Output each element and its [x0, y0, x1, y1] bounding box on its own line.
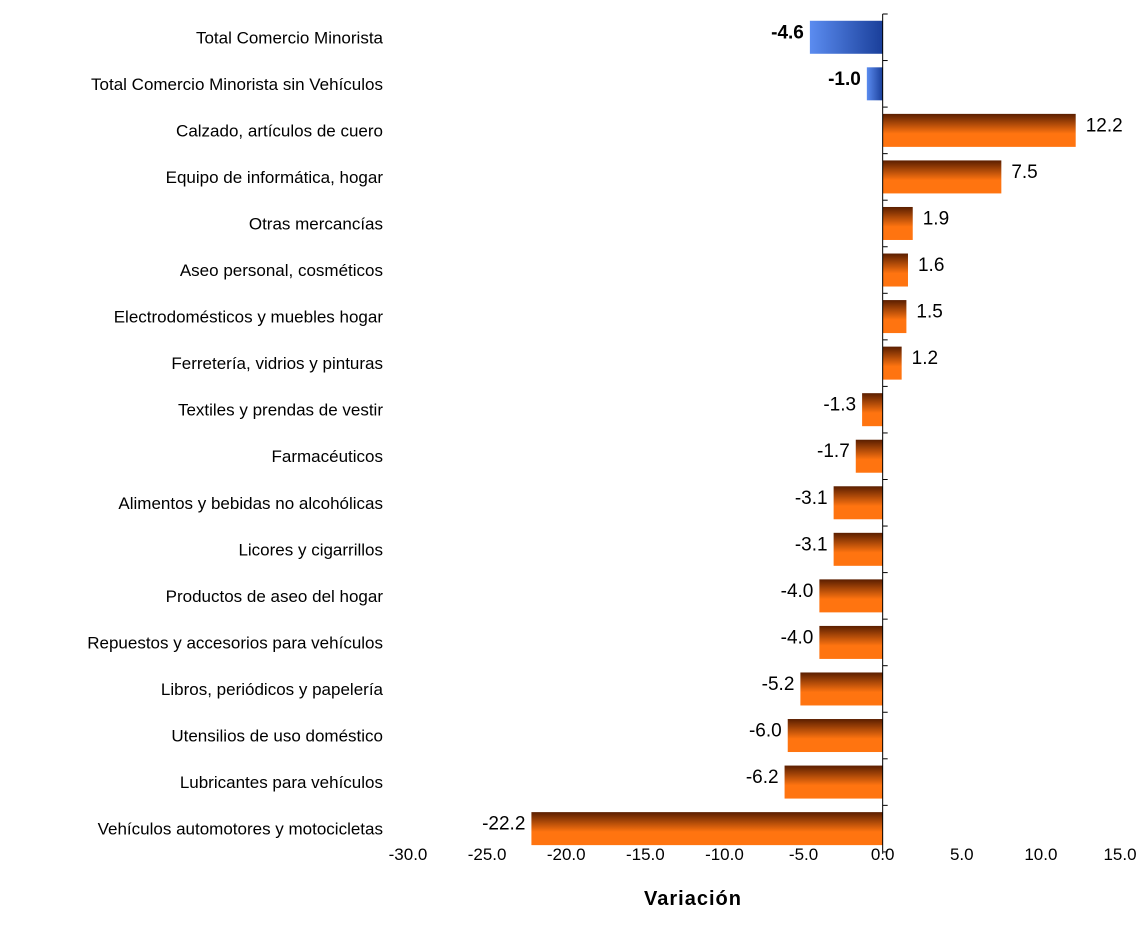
category-label-10: Alimentos y bebidas no alcohólicas [118, 494, 383, 513]
bar-10 [833, 486, 883, 520]
value-label-15: -6.0 [749, 721, 782, 742]
bar-4 [882, 206, 913, 240]
category-label-9: Farmacéuticos [272, 447, 383, 466]
category-labels: Total Comercio Minorista Total Comercio M… [87, 28, 383, 838]
category-label-7: Ferretería, vidrios y pinturas [171, 354, 383, 373]
category-label-15: Utensilios de uso doméstico [171, 727, 383, 746]
x-tick-label-3: -15.0 [626, 845, 665, 864]
bar-7 [882, 346, 902, 380]
bars-group [531, 20, 1076, 846]
category-label-1: Total Comercio Minorista sin Vehículos [91, 75, 383, 94]
value-axis: -30.0 -25.0 -20.0 -15.0 -10.0 -5.0 0.0 5.0 10.0 1… [389, 13, 1137, 864]
value-label-12: -4.0 [781, 581, 814, 602]
bar-1 [866, 67, 883, 101]
category-label-3: Equipo de informática, hogar [166, 168, 384, 187]
x-tick-label-8: 10.0 [1024, 845, 1057, 864]
value-label-7: 1.2 [912, 348, 938, 369]
category-label-11: Licores y cigarrillos [238, 540, 383, 559]
value-label-9: -1.7 [817, 441, 850, 462]
x-tick-label-0: -30.0 [389, 845, 428, 864]
value-label-10: -3.1 [795, 488, 828, 509]
x-tick-label-6: 0.0 [871, 845, 895, 864]
value-label-5: 1.6 [918, 255, 944, 276]
category-label-0: Total Comercio Minorista [196, 28, 384, 47]
x-tick-label-5: -5.0 [789, 845, 818, 864]
value-label-11: -3.1 [795, 534, 828, 555]
category-label-17: Vehículos automotores y motocicletas [98, 820, 383, 839]
value-label-3: 7.5 [1011, 162, 1037, 183]
bar-2 [882, 113, 1076, 147]
category-label-8: Textiles y prendas de vestir [178, 401, 383, 420]
bar-12 [819, 579, 883, 613]
value-label-2: 12.2 [1086, 115, 1123, 136]
x-tick-label-9: 15.0 [1103, 845, 1136, 864]
category-label-14: Libros, periódicos y papelería [161, 680, 384, 699]
bar-8 [862, 393, 883, 427]
category-label-12: Productos de aseo del hogar [166, 587, 384, 606]
bar-13 [819, 625, 883, 659]
value-label-17: -22.2 [482, 814, 525, 835]
bar-17 [531, 812, 883, 846]
bar-6 [882, 300, 907, 334]
x-tick-label-2: -20.0 [547, 845, 586, 864]
category-label-13: Repuestos y accesorios para vehículos [87, 633, 383, 652]
category-label-6: Electrodomésticos y muebles hogar [114, 308, 384, 327]
bar-14 [800, 672, 883, 706]
value-label-0: -4.6 [771, 22, 804, 43]
category-label-5: Aseo personal, cosméticos [180, 261, 383, 280]
value-label-6: 1.5 [916, 302, 942, 323]
bar-16 [784, 765, 883, 799]
category-label-16: Lubricantes para vehículos [180, 773, 383, 792]
bar-9 [855, 439, 883, 473]
bar-3 [882, 160, 1002, 194]
bar-11 [833, 532, 883, 566]
value-label-1: -1.0 [828, 69, 861, 90]
x-tick-label-1: -25.0 [468, 845, 507, 864]
value-labels: -4.6 -1.0 12.2 7.5 1.9 1.6 1.5 1.2 -1.3 -1.7 -3.1 -… [482, 22, 1123, 834]
x-tick-label-7: 5.0 [950, 845, 974, 864]
x-tick-label-4: -10.0 [705, 845, 744, 864]
value-label-13: -4.0 [781, 627, 814, 648]
bar-15 [787, 719, 883, 753]
category-label-4: Otras mercancías [249, 214, 383, 233]
value-label-14: -5.2 [762, 674, 795, 695]
value-label-4: 1.9 [923, 208, 949, 229]
bar-0 [809, 20, 883, 54]
x-axis-title: Variación [644, 888, 742, 910]
value-label-8: -1.3 [823, 395, 856, 416]
value-label-16: -6.2 [746, 767, 779, 788]
bar-5 [882, 253, 908, 287]
category-label-2: Calzado, artículos de cuero [176, 121, 383, 140]
